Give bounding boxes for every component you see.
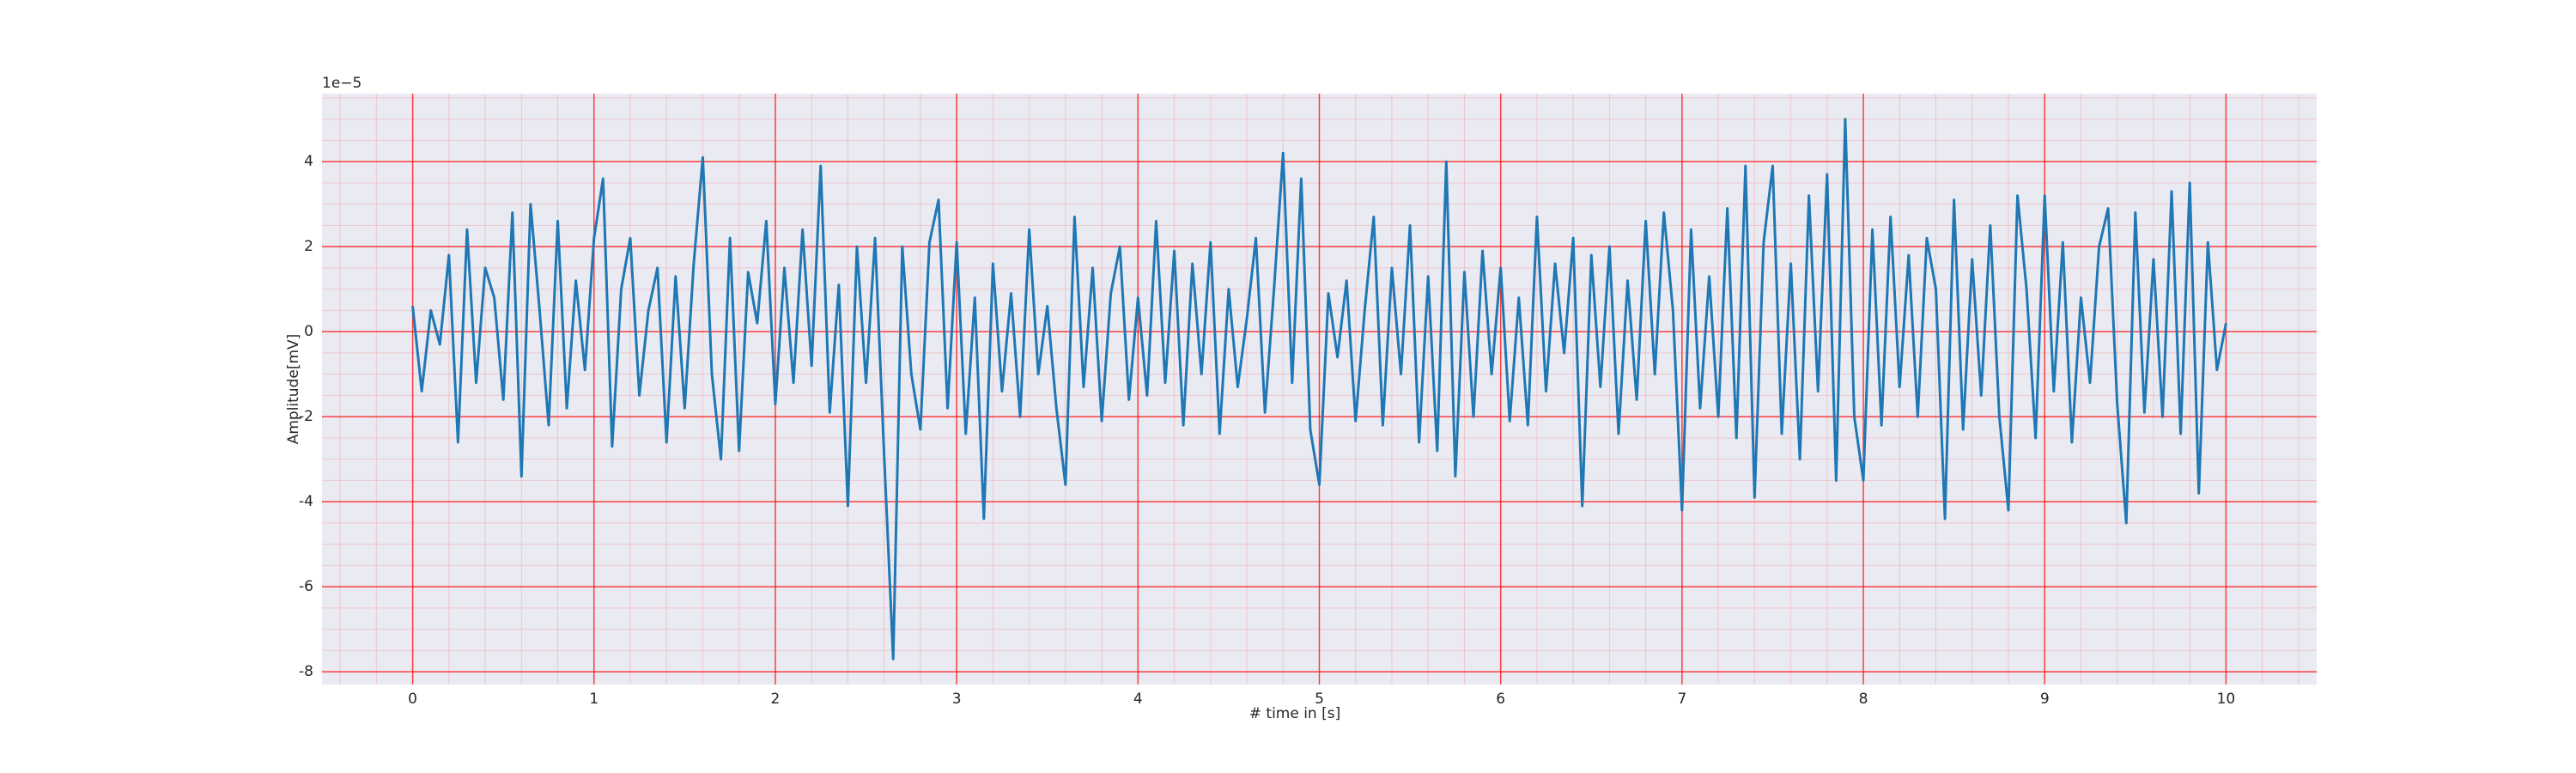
x-tick-label: 3 (952, 691, 962, 708)
x-tick-label: 10 (2217, 691, 2236, 708)
y-tick-label: 2 (304, 238, 313, 255)
x-tick-label: 0 (408, 691, 417, 708)
y-tick-label: -6 (299, 578, 313, 595)
x-tick-label: 9 (2040, 691, 2050, 708)
y-tick-label: -2 (299, 408, 313, 425)
y-tick-label: -8 (299, 663, 313, 680)
x-tick-label: 4 (1133, 691, 1143, 708)
y-tick-label: -4 (299, 493, 313, 510)
x-tick-label: 1 (589, 691, 598, 708)
y-tick-label: 4 (304, 153, 313, 170)
x-tick-label: 5 (1315, 691, 1324, 708)
x-tick-label: 7 (1677, 691, 1686, 708)
y-offset-label: 1e−5 (322, 75, 361, 92)
y-tick-label: 0 (304, 323, 313, 340)
y-axis-label: Amplitude[mV] (285, 334, 302, 445)
x-tick-label: 2 (771, 691, 781, 708)
signal-line (411, 118, 2227, 660)
x-tick-label: 8 (1859, 691, 1868, 708)
x-tick-label: 6 (1496, 691, 1505, 708)
x-axis-label: # time in [s] (1249, 705, 1340, 722)
